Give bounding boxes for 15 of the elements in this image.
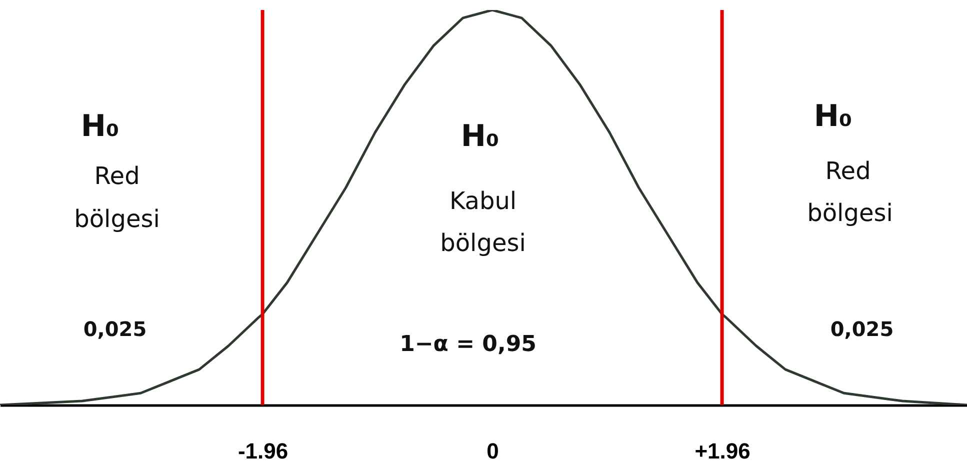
annotation: 1−α = 0,95 — [400, 332, 536, 357]
annotation: bölgesi — [807, 199, 893, 227]
annotation: 0,025 — [830, 317, 894, 341]
annotation: H₀ — [80, 109, 120, 144]
annotation: 0,025 — [83, 317, 147, 341]
annotation: bölgesi — [440, 229, 526, 257]
annotation: bölgesi — [74, 205, 160, 233]
annotation: Red — [94, 162, 140, 190]
annotation: Red — [825, 157, 871, 185]
x-tick-label: -1.96 — [238, 438, 288, 464]
x-tick-label: 0 — [486, 438, 499, 464]
annotation: H₀ — [814, 99, 852, 134]
x-tick-label: +1.96 — [694, 438, 750, 464]
annotation: Kabul — [449, 187, 517, 215]
annotation: H₀ — [460, 119, 500, 154]
